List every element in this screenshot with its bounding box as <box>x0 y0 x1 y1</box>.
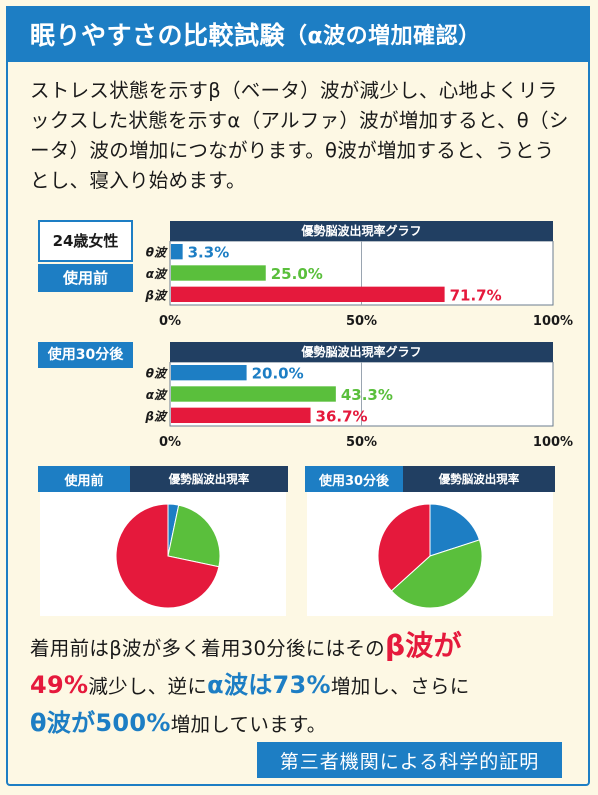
pie-slice <box>377 503 431 592</box>
pie-chart-before <box>115 503 221 609</box>
pie-slice <box>167 504 221 568</box>
value-label: 25.0% <box>271 265 323 283</box>
bar <box>171 364 247 381</box>
value-label: 3.3% <box>188 244 230 262</box>
page-title: 眠りやすさの比較試験 <box>30 21 286 50</box>
condition-tag-before: 使用前 <box>38 264 133 292</box>
tick-label: 100% <box>533 314 573 329</box>
bar <box>171 407 311 424</box>
summary-part-2: β <box>109 637 122 660</box>
bar-chart-before: θ波 3.3% α波 25.0% β波 71.7% 0% 50% 100% <box>144 241 573 329</box>
intro-text: ストレス状態を示すβ（ベータ）波が減少し、心地よくリラックスした状態を示すα（ア… <box>30 79 569 192</box>
pie-slice <box>429 503 481 557</box>
summary-part-10: 増加しています。 <box>170 713 327 736</box>
summary-part-8: 増加し、さらに <box>330 675 470 698</box>
subject-label-text: 24歳女性 <box>52 232 119 250</box>
pie-header-before: 使用前 優勢脳波出現率 <box>38 466 288 492</box>
summary-text: 着用前はβ波が多く着用30分後にはそのβ波が 49%減少し、逆にα波は73%増加… <box>30 628 575 743</box>
tick-label: 0% <box>159 314 181 329</box>
bar-chart-title-2-text: 優勢脳波出現率グラフ <box>301 345 422 359</box>
pie-title-after: 優勢脳波出現率 <box>403 466 555 492</box>
category-label: θ波 <box>146 367 168 381</box>
summary-part-1: 着用前は <box>30 637 110 660</box>
pie-title-before: 優勢脳波出現率 <box>130 466 288 492</box>
tick-label: 50% <box>346 435 377 450</box>
tick-label: 50% <box>346 314 377 329</box>
summary-beta-highlight: β波が <box>384 629 462 662</box>
condition-tag-before-text: 使用前 <box>62 269 108 287</box>
value-label: 43.3% <box>341 386 393 404</box>
pie-slice <box>390 539 483 609</box>
summary-alpha-highlight: α波は73% <box>207 671 331 699</box>
bar <box>171 286 445 303</box>
bar-chart-after: θ波 20.0% α波 43.3% β波 36.7% 0% 50% 100% <box>144 362 573 450</box>
page-header: 眠りやすさの比較試験 （α波の増加確認） <box>6 6 590 62</box>
pie-tag-before: 使用前 <box>38 466 130 492</box>
tick-label: 100% <box>533 435 573 450</box>
value-label: 36.7% <box>316 407 368 425</box>
footer-badge-text: 第三者機関による科学的証明 <box>279 750 540 773</box>
category-label: α波 <box>146 267 168 281</box>
pie-chart-after <box>377 503 483 609</box>
value-label: 20.0% <box>252 365 304 383</box>
bar <box>171 386 336 402</box>
bar <box>171 265 266 281</box>
condition-tag-after-text: 使用30分後 <box>47 347 124 363</box>
category-label: α波 <box>146 388 168 402</box>
page-subtitle: （α波の増加確認） <box>285 24 481 49</box>
category-label: β波 <box>144 409 168 423</box>
summary-part-3: 波が多く着用30分後にはその <box>121 637 385 660</box>
pie-slice <box>115 503 220 609</box>
summary-part-6: 減少し、逆に <box>88 675 208 698</box>
bar-chart-title-1: 優勢脳波出現率グラフ <box>170 221 553 241</box>
value-label: 71.7% <box>450 286 502 304</box>
pie-header-after: 使用30分後 優勢脳波出現率 <box>305 466 555 492</box>
tick-label: 0% <box>159 435 181 450</box>
subject-label: 24歳女性 <box>38 220 133 262</box>
summary-theta-highlight: θ波が500% <box>30 709 171 737</box>
category-label: θ波 <box>146 246 168 260</box>
bar-chart-title-2: 優勢脳波出現率グラフ <box>170 342 553 362</box>
pie-tag-after: 使用30分後 <box>305 466 403 492</box>
footer-badge: 第三者機関による科学的証明 <box>257 742 562 778</box>
category-label: β波 <box>144 288 168 302</box>
bar-chart-title-1-text: 優勢脳波出現率グラフ <box>301 224 422 238</box>
summary-beta-percent: 49% <box>30 671 89 699</box>
condition-tag-after: 使用30分後 <box>38 342 133 368</box>
bar <box>171 243 183 260</box>
